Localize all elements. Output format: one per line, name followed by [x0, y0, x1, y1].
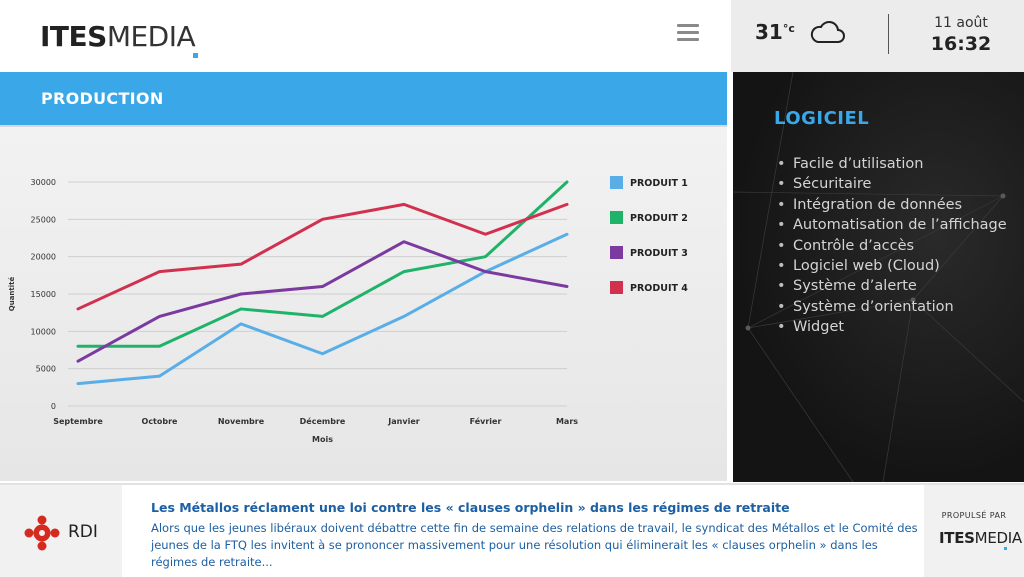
y-tick-label: 30000	[31, 178, 56, 187]
news-summary: Alors que les jeunes libéraux doivent dé…	[151, 521, 918, 569]
logo-light-text: MEDIA	[106, 20, 196, 53]
list-item: Système d’alerte	[777, 276, 1007, 297]
powered-by-logo: ITESMEDIA	[939, 529, 1022, 547]
powered-by: PROPULSÉ PAR ITESMEDIA	[924, 485, 1024, 577]
legend-label: PRODUIT 2	[630, 213, 688, 224]
logo-dot	[193, 53, 198, 58]
y-axis-label: Quantité	[8, 277, 16, 312]
legend-swatch	[610, 211, 623, 224]
x-tick-label: Mars	[556, 417, 578, 426]
news-source-label: RDI	[68, 522, 98, 542]
powered-by-label: PROPULSÉ PAR	[941, 511, 1007, 520]
series-line	[76, 180, 569, 348]
legend-swatch	[610, 246, 623, 259]
list-item: Sécuritaire	[777, 174, 1007, 195]
logiciel-panel: LOGICIEL Facile d’utilisation Sécuritair…	[733, 72, 1024, 482]
powered-logo-bold: ITES	[939, 529, 975, 547]
news-source: RDI	[0, 485, 122, 577]
temperature-unit: °c	[782, 22, 795, 35]
powered-logo-light: MEDIA	[974, 529, 1022, 547]
legend-label: PRODUIT 4	[630, 283, 688, 294]
x-tick-label: Décembre	[300, 416, 346, 426]
production-title: PRODUCTION	[41, 89, 164, 108]
x-tick-label: Novembre	[218, 417, 265, 426]
temperature-value: 31	[755, 20, 783, 44]
y-tick-label: 5000	[36, 365, 56, 374]
current-time: 16:32	[930, 33, 992, 55]
list-item: Automatisation de l’affichage	[777, 215, 1007, 236]
series-line	[76, 240, 569, 363]
widget-divider	[888, 14, 889, 54]
x-tick-label: Février	[470, 416, 502, 426]
list-item: Intégration de données	[777, 195, 1007, 216]
powered-logo-dot	[1004, 547, 1007, 550]
list-item: Logiciel web (Cloud)	[777, 256, 1007, 277]
list-item: Contrôle d’accès	[777, 236, 1007, 257]
top-bar: ITESMEDIA 31°c 11 août 16:32	[0, 0, 1024, 72]
line-chart: 0 5000 10000 15000 20000 25000 30000 Septembre O…	[8, 176, 688, 444]
current-date: 11 août	[934, 15, 988, 31]
x-axis-label: Mois	[312, 435, 333, 444]
y-tick-label: 25000	[31, 215, 56, 224]
production-chart-panel: 0 5000 10000 15000 20000 25000 30000 Septembre O…	[0, 125, 727, 481]
x-tick-label: Janvier	[387, 417, 419, 426]
series-line	[76, 202, 569, 311]
legend-swatch	[610, 281, 623, 294]
y-tick-label: 20000	[31, 253, 56, 262]
y-tick-label: 15000	[31, 290, 56, 299]
logo-bold-text: ITES	[40, 20, 107, 53]
temperature: 31°c	[755, 20, 795, 44]
itesmedia-logo: ITESMEDIA	[40, 20, 198, 60]
y-tick-label: 10000	[31, 327, 56, 336]
x-tick-label: Octobre	[142, 417, 179, 426]
legend-label: PRODUIT 1	[630, 178, 688, 189]
weather-time-widget: 31°c 11 août 16:32	[731, 0, 1024, 72]
legend-label: PRODUIT 3	[630, 248, 688, 259]
cloud-icon	[810, 21, 845, 43]
list-item: Facile d’utilisation	[777, 154, 1007, 175]
logiciel-feature-list: Facile d’utilisation Sécuritaire Intégra…	[777, 154, 1007, 338]
list-item: Widget	[777, 317, 1007, 338]
list-item: Système d’orientation	[777, 297, 1007, 318]
x-tick-label: Septembre	[53, 417, 103, 426]
logiciel-title: LOGICIEL	[774, 108, 870, 129]
y-tick-label: 0	[51, 402, 56, 411]
news-headline[interactable]: Les Métallos réclament une loi contre le…	[151, 500, 790, 515]
hamburger-menu-icon[interactable]	[677, 24, 699, 44]
cbc-gem-icon	[24, 515, 60, 551]
production-header: PRODUCTION	[0, 72, 727, 125]
legend-swatch	[610, 176, 623, 189]
news-ticker: RDI Les Métallos réclament une loi contr…	[0, 483, 1024, 577]
